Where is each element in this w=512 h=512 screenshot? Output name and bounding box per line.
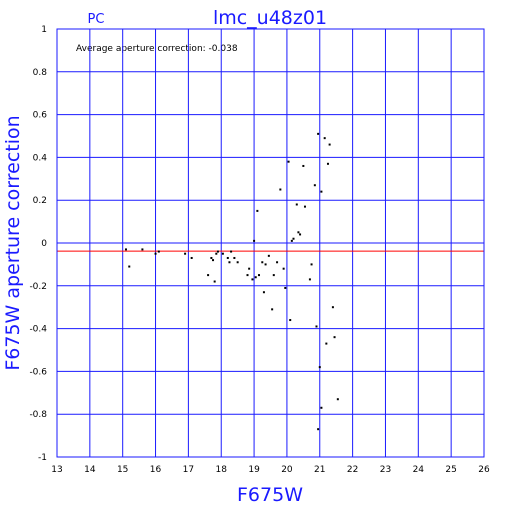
data-point bbox=[317, 132, 320, 135]
data-point bbox=[315, 325, 318, 328]
data-point bbox=[318, 366, 321, 369]
data-point bbox=[236, 261, 239, 264]
plot-frame bbox=[56, 28, 485, 458]
data-point bbox=[328, 143, 331, 146]
data-point bbox=[253, 239, 256, 242]
data-point bbox=[267, 254, 270, 257]
data-point bbox=[271, 308, 274, 311]
data-point bbox=[313, 184, 316, 187]
x-axis-label: F675W bbox=[237, 484, 303, 506]
data-point bbox=[221, 252, 224, 255]
y-tick-label: 0.2 bbox=[33, 196, 47, 206]
data-point bbox=[310, 263, 313, 266]
x-tick-label: 15 bbox=[117, 465, 128, 475]
data-point bbox=[128, 265, 131, 268]
data-point bbox=[258, 274, 261, 277]
y-tick-label: 0.4 bbox=[33, 153, 48, 163]
data-point bbox=[308, 278, 311, 281]
y-tick-label: 0.8 bbox=[33, 68, 48, 78]
x-tick-label: 19 bbox=[248, 465, 260, 475]
data-point bbox=[154, 252, 157, 255]
data-point bbox=[317, 428, 320, 431]
data-point bbox=[230, 250, 233, 253]
data-point bbox=[264, 263, 267, 266]
y-tick-label: -0.6 bbox=[29, 367, 47, 377]
x-tick-label: 23 bbox=[380, 465, 391, 475]
data-point bbox=[216, 250, 219, 253]
data-point bbox=[331, 306, 334, 309]
data-point bbox=[287, 160, 290, 163]
data-point bbox=[190, 256, 193, 259]
y-tick-labels: -1 -0.8 -0.6 -0.4 -0.2 0 0.2 0.4 0.6 0.8 1 bbox=[29, 25, 47, 463]
y-tick-label: -0.2 bbox=[29, 282, 47, 292]
data-point bbox=[228, 261, 231, 264]
data-point bbox=[184, 252, 187, 255]
data-point bbox=[303, 205, 306, 208]
data-point bbox=[297, 231, 300, 234]
y-tick-label: 1 bbox=[41, 25, 47, 35]
chart-title: lmc_u48z01 bbox=[213, 7, 327, 29]
y-tick-label: -1 bbox=[38, 453, 47, 463]
data-point bbox=[326, 162, 329, 165]
data-point bbox=[207, 274, 210, 277]
data-point bbox=[124, 248, 127, 251]
x-tick-label: 17 bbox=[183, 465, 194, 475]
x-tick-labels: 13 14 15 16 17 18 19 20 21 22 23 24 25 26 bbox=[51, 465, 490, 475]
x-tick-label: 25 bbox=[445, 465, 456, 475]
y-tick-label: 0 bbox=[41, 239, 47, 249]
data-point bbox=[320, 190, 323, 193]
data-point bbox=[215, 252, 218, 255]
data-point bbox=[256, 209, 259, 212]
data-point bbox=[290, 239, 293, 242]
x-tick-label: 20 bbox=[281, 465, 293, 475]
data-point bbox=[246, 274, 249, 277]
data-point bbox=[212, 259, 215, 262]
data-point bbox=[299, 233, 302, 236]
data-point bbox=[284, 286, 287, 289]
data-point bbox=[213, 280, 216, 283]
data-point bbox=[248, 267, 251, 270]
x-tick-label: 18 bbox=[216, 465, 228, 475]
data-point bbox=[210, 256, 213, 259]
data-point bbox=[141, 248, 144, 251]
data-point bbox=[320, 406, 323, 409]
x-tick-label: 16 bbox=[150, 465, 162, 475]
y-tick-label: 0.6 bbox=[33, 111, 48, 121]
data-point bbox=[276, 261, 279, 264]
data-point bbox=[262, 291, 265, 294]
data-point bbox=[333, 336, 336, 339]
data-point bbox=[295, 203, 298, 206]
x-tick-label: 13 bbox=[51, 465, 62, 475]
y-tick-label: -0.4 bbox=[29, 325, 47, 335]
x-tick-label: 14 bbox=[84, 465, 96, 475]
data-point bbox=[272, 274, 275, 277]
data-point bbox=[226, 256, 229, 259]
data-point bbox=[323, 137, 326, 140]
data-point bbox=[254, 276, 257, 279]
data-point bbox=[251, 278, 254, 281]
data-point bbox=[302, 164, 305, 167]
x-tick-label: 24 bbox=[413, 465, 425, 475]
x-tick-label: 22 bbox=[347, 465, 358, 475]
data-point bbox=[261, 261, 264, 264]
data-point bbox=[282, 267, 285, 270]
data-point bbox=[289, 319, 292, 322]
data-point bbox=[157, 250, 160, 253]
x-tick-label: 26 bbox=[478, 465, 490, 475]
chart-subtitle: PC bbox=[88, 12, 105, 27]
average-correction-annotation: Average aperture correction: -0.038 bbox=[76, 44, 238, 54]
y-axis-label: F675W aperture correction bbox=[2, 115, 24, 370]
data-point bbox=[292, 237, 295, 240]
data-point bbox=[325, 342, 328, 345]
data-point bbox=[279, 188, 282, 191]
data-point bbox=[336, 398, 339, 401]
data-point bbox=[233, 256, 236, 259]
data-points bbox=[124, 132, 339, 431]
y-tick-label: -0.8 bbox=[29, 410, 47, 420]
x-tick-label: 21 bbox=[314, 465, 325, 475]
reference-lines bbox=[57, 242, 484, 252]
